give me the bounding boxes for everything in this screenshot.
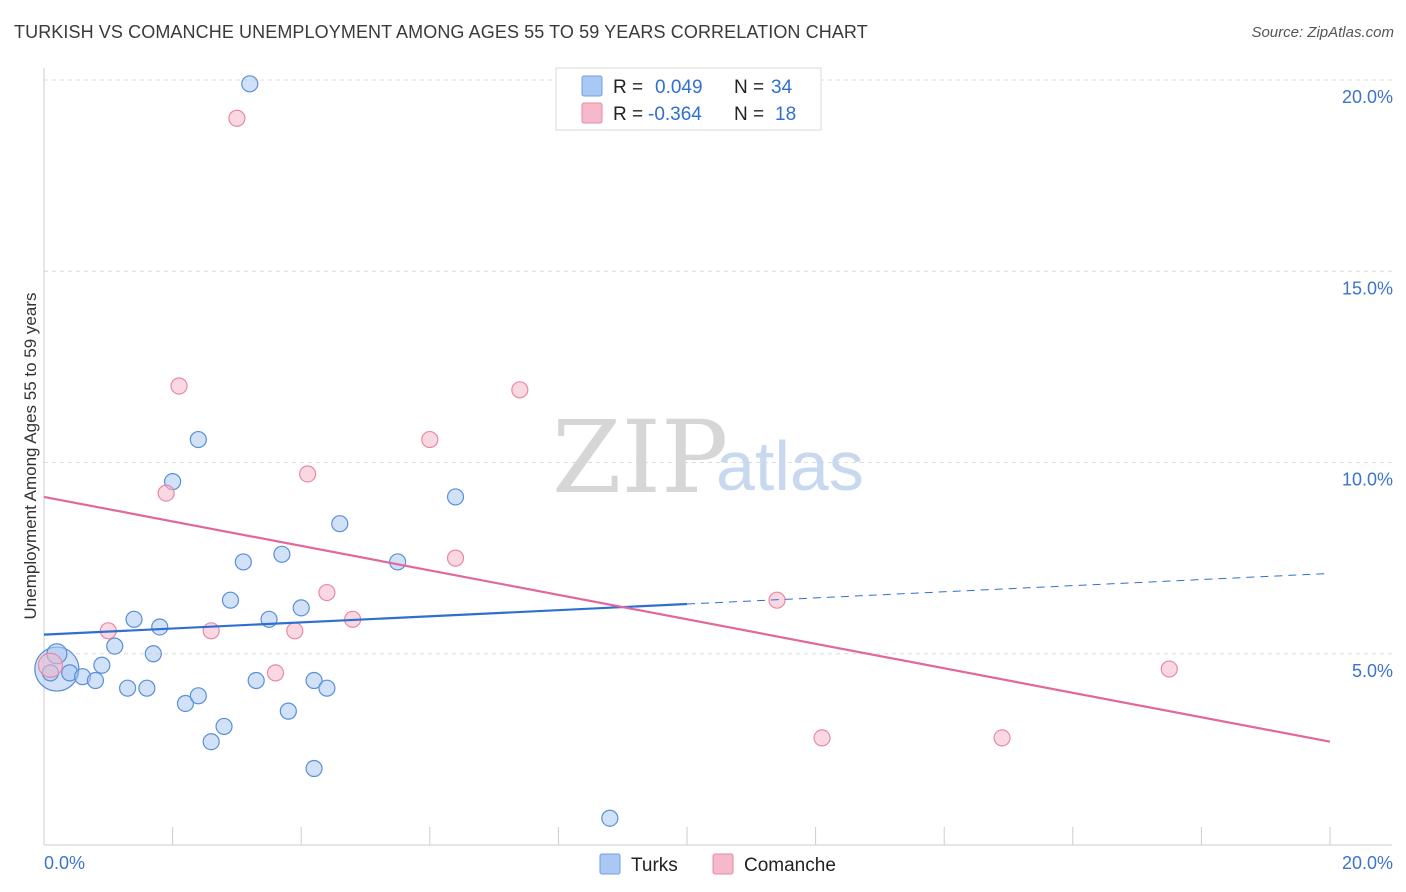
point-turks bbox=[144, 645, 162, 663]
point-comanche bbox=[299, 465, 317, 483]
chart-title: TURKISH VS COMANCHE UNEMPLOYMENT AMONG A… bbox=[14, 22, 868, 42]
point-turks bbox=[118, 679, 137, 697]
legend-swatch-turks bbox=[581, 75, 603, 97]
point-comanche bbox=[202, 622, 220, 640]
point-comanche bbox=[511, 381, 529, 399]
legend-bottom: Turks Comanche bbox=[599, 853, 836, 876]
legend-n-value: 18 bbox=[775, 104, 796, 125]
point-turks bbox=[318, 679, 336, 697]
axes bbox=[43, 68, 1392, 846]
legend-row-comanche: R = -0.364 N = 18 bbox=[581, 102, 796, 125]
legend-swatch-comanche bbox=[581, 102, 603, 124]
point-turks bbox=[305, 759, 323, 778]
point-turks bbox=[279, 702, 297, 720]
point-turks bbox=[215, 717, 233, 736]
point-turks bbox=[176, 694, 195, 713]
legend-n-label: N = bbox=[734, 104, 764, 125]
point-comanche bbox=[228, 109, 246, 127]
legend-label-turks: Turks bbox=[631, 855, 678, 876]
legend-n-label: N = bbox=[734, 77, 764, 98]
point-turks bbox=[86, 671, 105, 690]
point-turks bbox=[189, 430, 207, 449]
point-turks bbox=[446, 488, 465, 506]
point-turks bbox=[106, 637, 124, 655]
legend-label-comanche: Comanche bbox=[744, 855, 836, 876]
trendline-turks bbox=[43, 602, 688, 636]
point-comanche bbox=[813, 729, 831, 747]
x-tick-label: 0.0% bbox=[44, 853, 85, 873]
point-comanche bbox=[37, 652, 64, 678]
y-tick-label: 15.0% bbox=[1342, 278, 1393, 298]
point-turks bbox=[93, 656, 111, 674]
trendline-comanche bbox=[43, 495, 1331, 743]
point-turks bbox=[331, 515, 349, 533]
point-comanche bbox=[286, 622, 304, 640]
point-turks bbox=[305, 671, 323, 690]
point-comanche bbox=[157, 484, 175, 502]
legend-swatch-turks bbox=[599, 853, 621, 875]
point-turks bbox=[241, 75, 259, 93]
data-points bbox=[34, 75, 1178, 827]
point-turks bbox=[247, 671, 265, 690]
point-turks bbox=[189, 687, 207, 705]
watermark-zip: ZIP bbox=[552, 399, 728, 516]
legend-swatch-comanche bbox=[712, 853, 734, 875]
legend-row-turks: R = 0.049 N = 34 bbox=[581, 75, 793, 98]
point-turks bbox=[601, 809, 619, 827]
y-axis-label: Unemployment Among Ages 55 to 59 years bbox=[21, 293, 40, 620]
point-turks bbox=[234, 553, 252, 571]
point-turks bbox=[138, 679, 156, 697]
point-turks bbox=[221, 591, 240, 609]
point-comanche bbox=[318, 583, 336, 602]
point-turks bbox=[202, 733, 220, 751]
legend-r-label: R = bbox=[613, 104, 643, 125]
y-tick-label: 5.0% bbox=[1352, 661, 1393, 681]
legend-r-label: R = bbox=[613, 77, 643, 98]
point-comanche bbox=[170, 377, 188, 395]
y-tick-label: 20.0% bbox=[1342, 87, 1393, 107]
trend-lines bbox=[43, 495, 1331, 743]
point-comanche bbox=[993, 729, 1011, 747]
point-turks bbox=[125, 610, 143, 628]
trendline-extension-turks bbox=[686, 572, 1331, 605]
x-tick-label: 20.0% bbox=[1342, 853, 1393, 873]
point-comanche bbox=[446, 549, 465, 567]
gridlines bbox=[44, 79, 1392, 655]
point-comanche bbox=[421, 430, 439, 449]
y-tick-label: 10.0% bbox=[1342, 470, 1393, 490]
legend-n-value: 34 bbox=[771, 77, 793, 98]
source-label: Source: ZipAtlas.com bbox=[1251, 24, 1394, 41]
legend-r-value: 0.049 bbox=[655, 77, 703, 98]
legend-top: R = 0.049 N = 34 R = -0.364 N = 18 bbox=[555, 67, 822, 131]
point-turks bbox=[151, 618, 169, 636]
tick-labels: 5.0% 10.0% 15.0% 20.0% 0.0% 20.0% bbox=[44, 87, 1393, 873]
point-turks bbox=[389, 553, 407, 571]
point-turks bbox=[273, 545, 291, 563]
point-comanche bbox=[1160, 660, 1178, 678]
watermark-atlas: atlas bbox=[716, 427, 864, 505]
point-turks bbox=[292, 599, 310, 617]
legend-r-value: -0.364 bbox=[648, 104, 702, 125]
point-comanche bbox=[266, 664, 285, 682]
